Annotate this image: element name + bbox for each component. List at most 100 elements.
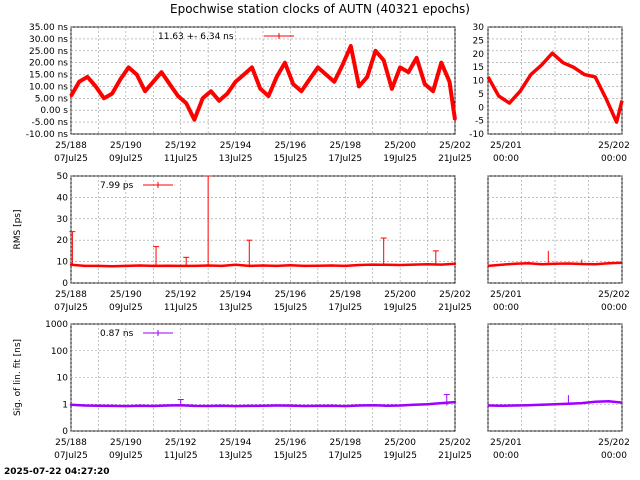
x-tick-label: 25/190 <box>110 438 142 448</box>
data-point-clock <box>127 66 130 69</box>
data-point-sig <box>248 404 251 408</box>
x-tick-label: 25/202 <box>439 438 471 448</box>
x-tick-date-label: 07Jul25 <box>54 303 88 313</box>
x-tick-date-label: 21Jul25 <box>438 154 472 164</box>
data-point-clock <box>250 66 254 69</box>
data-point-clock <box>119 78 122 81</box>
data-point-clock <box>453 118 457 121</box>
data-point-sig <box>234 404 237 408</box>
x-tick-date-label: 13Jul25 <box>219 451 253 461</box>
data-point-rms <box>138 264 141 267</box>
zoom-x-tick-time-label: 00:00 <box>493 451 519 461</box>
y-tick-label: 10.00 ns <box>29 82 68 92</box>
data-point-rms <box>165 264 169 267</box>
data-point-clock <box>431 90 435 93</box>
data-point-clock <box>69 94 73 98</box>
data-point-clock <box>176 94 180 98</box>
data-point-clock <box>94 85 97 88</box>
data-point-sig <box>69 403 73 407</box>
data-point-clock <box>291 82 295 86</box>
data-point-clock <box>152 80 155 83</box>
x-tick-label: 25/200 <box>384 290 416 300</box>
x-tick-label: 25/202 <box>439 141 471 151</box>
zoom-x-tick-label: 25/201 <box>490 290 522 300</box>
data-point-clock <box>382 59 385 62</box>
zoom-y-tick-label: 20 <box>473 50 485 60</box>
zoom-y-tick-label: -5 <box>475 117 484 127</box>
x-tick-date-label: 19Jul25 <box>383 303 417 313</box>
data-point-rms <box>179 264 182 268</box>
series-line-clock <box>69 44 457 122</box>
zoom-y-tick-label: 30 <box>473 23 485 33</box>
data-point-rms <box>344 264 347 268</box>
data-point-clock <box>102 97 106 100</box>
x-tick-label: 25/190 <box>110 141 142 151</box>
data-point-clock <box>201 97 204 100</box>
y-tick-label: 40 <box>57 193 69 203</box>
x-tick-date-label: 09Jul25 <box>109 303 143 313</box>
zoom-x-tick-label: 25/202 <box>598 438 630 448</box>
zoom-y-tick-label: 15 <box>473 63 484 73</box>
generation-timestamp: 2025-07-22 04:27:20 <box>4 467 110 477</box>
page-title: Epochwise station clocks of AUTN (40321 … <box>170 2 470 16</box>
x-tick-label: 25/202 <box>439 290 471 300</box>
x-tick-date-label: 17Jul25 <box>328 303 362 313</box>
data-point-clock <box>226 92 229 95</box>
x-tick-date-label: 19Jul25 <box>383 154 417 164</box>
x-tick-label: 25/198 <box>329 438 361 448</box>
data-point-sig <box>165 404 169 407</box>
zoom-y-tick-label: -10 <box>469 130 484 140</box>
data-point-rms <box>289 264 292 267</box>
data-point-sig <box>97 404 100 407</box>
y-tick-label: 50 <box>57 172 69 182</box>
data-point-sig <box>357 404 361 407</box>
data-point-rms <box>110 265 114 268</box>
zoom-y-tick-label: 10 <box>473 77 485 87</box>
x-tick-date-label: 13Jul25 <box>219 303 253 313</box>
data-point-clock <box>275 75 278 79</box>
data-point-clock <box>143 90 147 93</box>
x-tick-label: 25/194 <box>220 290 252 300</box>
data-point-rms <box>302 264 306 268</box>
zoom-x-tick-time-label: 00:00 <box>493 303 519 313</box>
legend-label-clock: 11.63 +- 6.34 ns <box>158 32 234 42</box>
x-tick-label: 25/194 <box>220 438 252 448</box>
zoom-x-tick-label: 25/202 <box>598 141 630 151</box>
y-tick-label: 35.00 ns <box>29 23 68 33</box>
x-tick-date-label: 09Jul25 <box>109 451 143 461</box>
data-point-clock <box>110 92 114 95</box>
data-point-sig <box>412 403 416 407</box>
x-tick-date-label: 21Jul25 <box>438 451 472 461</box>
data-point-clock <box>209 90 213 93</box>
legend-label-sig: 0.87 ns <box>100 329 134 339</box>
data-point-clock <box>300 90 303 93</box>
data-point-sig <box>316 404 320 408</box>
y-tick-label: -5.00 ns <box>31 118 68 128</box>
y-tick-label: 30 <box>57 215 69 225</box>
data-point-rms <box>330 264 333 267</box>
data-point-sig <box>302 404 306 408</box>
data-point-clock <box>407 70 410 74</box>
data-point-clock <box>185 101 188 105</box>
data-point-clock <box>374 49 377 52</box>
data-point-clock <box>283 61 287 64</box>
y-tick-label: 0 <box>62 279 68 289</box>
data-point-sig <box>110 404 114 408</box>
zoom-series-line-clock <box>486 51 624 124</box>
x-tick-label: 25/200 <box>384 438 416 448</box>
y-tick-label: 5.00 ns <box>35 94 69 104</box>
data-point-sig <box>220 404 224 407</box>
zoom-x-tick-label: 25/201 <box>490 141 522 151</box>
y-axis-label-sig: Sig. of lin. fit [ns] <box>13 339 23 416</box>
data-point-rms <box>357 263 361 267</box>
data-point-clock <box>366 75 369 79</box>
x-tick-date-label: 11Jul25 <box>164 303 198 313</box>
data-point-rms <box>261 264 265 267</box>
data-point-clock <box>390 87 394 91</box>
data-point-clock <box>86 75 89 79</box>
data-point-rms <box>69 263 73 267</box>
x-tick-label: 25/198 <box>329 290 361 300</box>
x-tick-label: 25/192 <box>165 290 197 300</box>
x-tick-label: 25/194 <box>220 141 252 151</box>
